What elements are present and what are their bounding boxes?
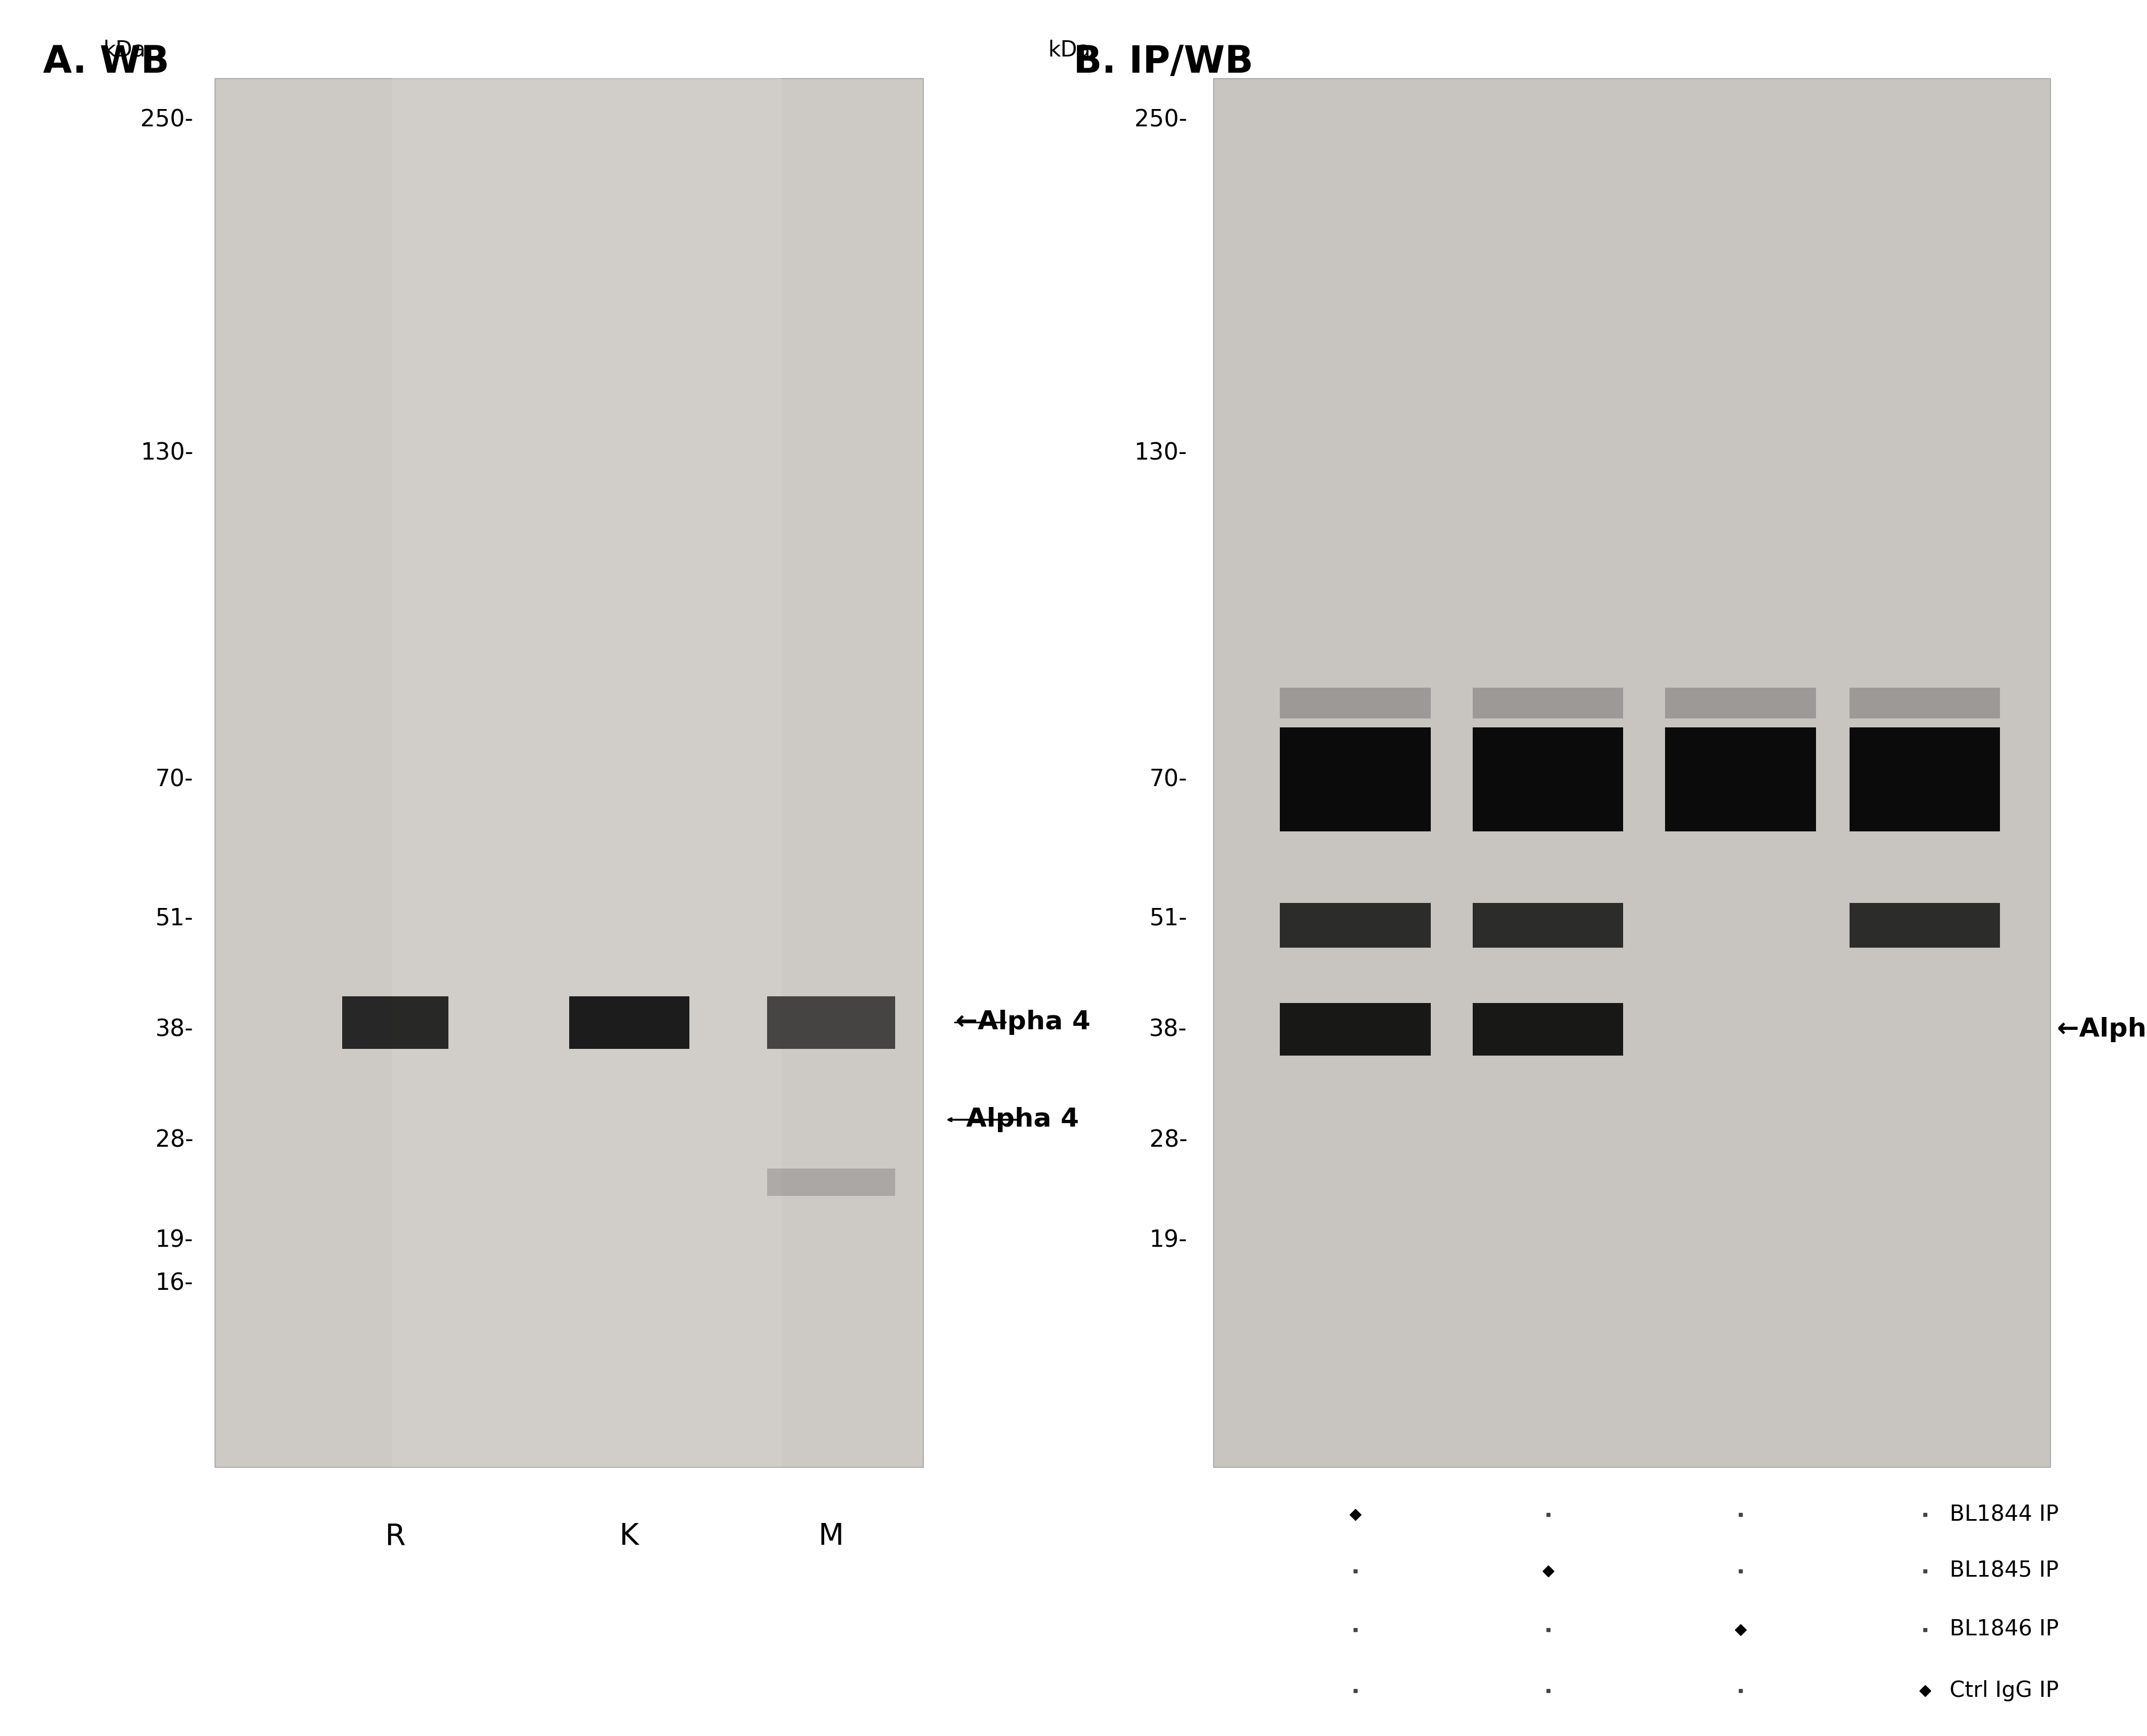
Bar bbox=[1473, 1003, 1623, 1055]
Text: BL1845 IP: BL1845 IP bbox=[1949, 1561, 2059, 1581]
Text: ←Alpha 4: ←Alpha 4 bbox=[955, 1010, 1091, 1035]
Bar bbox=[1280, 687, 1430, 719]
Text: A. WB: A. WB bbox=[43, 43, 170, 80]
Bar bbox=[1280, 1003, 1430, 1055]
Text: 28-: 28- bbox=[1149, 1128, 1187, 1153]
Bar bbox=[1280, 903, 1430, 948]
Bar bbox=[766, 1168, 895, 1196]
Bar bbox=[569, 996, 689, 1049]
Text: 70-: 70- bbox=[1149, 767, 1187, 792]
Text: ←Alpha 4: ←Alpha 4 bbox=[2057, 1017, 2147, 1042]
Text: 38-: 38- bbox=[1149, 1017, 1187, 1042]
Text: B. IP/WB: B. IP/WB bbox=[1074, 43, 1254, 80]
Text: 19-: 19- bbox=[155, 1229, 193, 1252]
Text: K: K bbox=[620, 1522, 640, 1550]
Text: 38-: 38- bbox=[155, 1017, 193, 1042]
Text: 70-: 70- bbox=[155, 767, 193, 792]
Bar bbox=[1666, 727, 1816, 832]
Bar bbox=[391, 78, 782, 1467]
Text: BL1846 IP: BL1846 IP bbox=[1949, 1620, 2059, 1641]
Bar bbox=[1849, 903, 2001, 948]
Text: R: R bbox=[384, 1522, 406, 1550]
Text: kDa: kDa bbox=[103, 40, 146, 61]
Text: 28-: 28- bbox=[155, 1128, 193, 1153]
Text: 16-: 16- bbox=[155, 1272, 193, 1295]
Text: BL1844 IP: BL1844 IP bbox=[1949, 1503, 2059, 1526]
Bar bbox=[1280, 727, 1430, 832]
Text: 250-: 250- bbox=[1134, 108, 1187, 132]
Bar bbox=[1666, 687, 1816, 719]
Text: Ctrl IgG IP: Ctrl IgG IP bbox=[1949, 1680, 2059, 1701]
Bar bbox=[1849, 687, 2001, 719]
Bar bbox=[1473, 687, 1623, 719]
Bar bbox=[215, 78, 923, 1467]
Bar bbox=[766, 996, 895, 1049]
Text: 250-: 250- bbox=[140, 108, 193, 132]
Text: 51-: 51- bbox=[155, 906, 193, 930]
Text: 51-: 51- bbox=[1149, 906, 1187, 930]
Text: M: M bbox=[818, 1522, 844, 1550]
Text: Alpha 4: Alpha 4 bbox=[966, 1108, 1080, 1132]
Text: 130-: 130- bbox=[1134, 441, 1187, 465]
Bar bbox=[1849, 727, 2001, 832]
Bar bbox=[1213, 78, 2050, 1467]
Bar bbox=[1473, 903, 1623, 948]
Text: 130-: 130- bbox=[140, 441, 193, 465]
Text: 19-: 19- bbox=[1149, 1229, 1187, 1252]
Bar bbox=[1473, 727, 1623, 832]
Bar bbox=[341, 996, 449, 1049]
Text: kDa: kDa bbox=[1048, 40, 1091, 61]
